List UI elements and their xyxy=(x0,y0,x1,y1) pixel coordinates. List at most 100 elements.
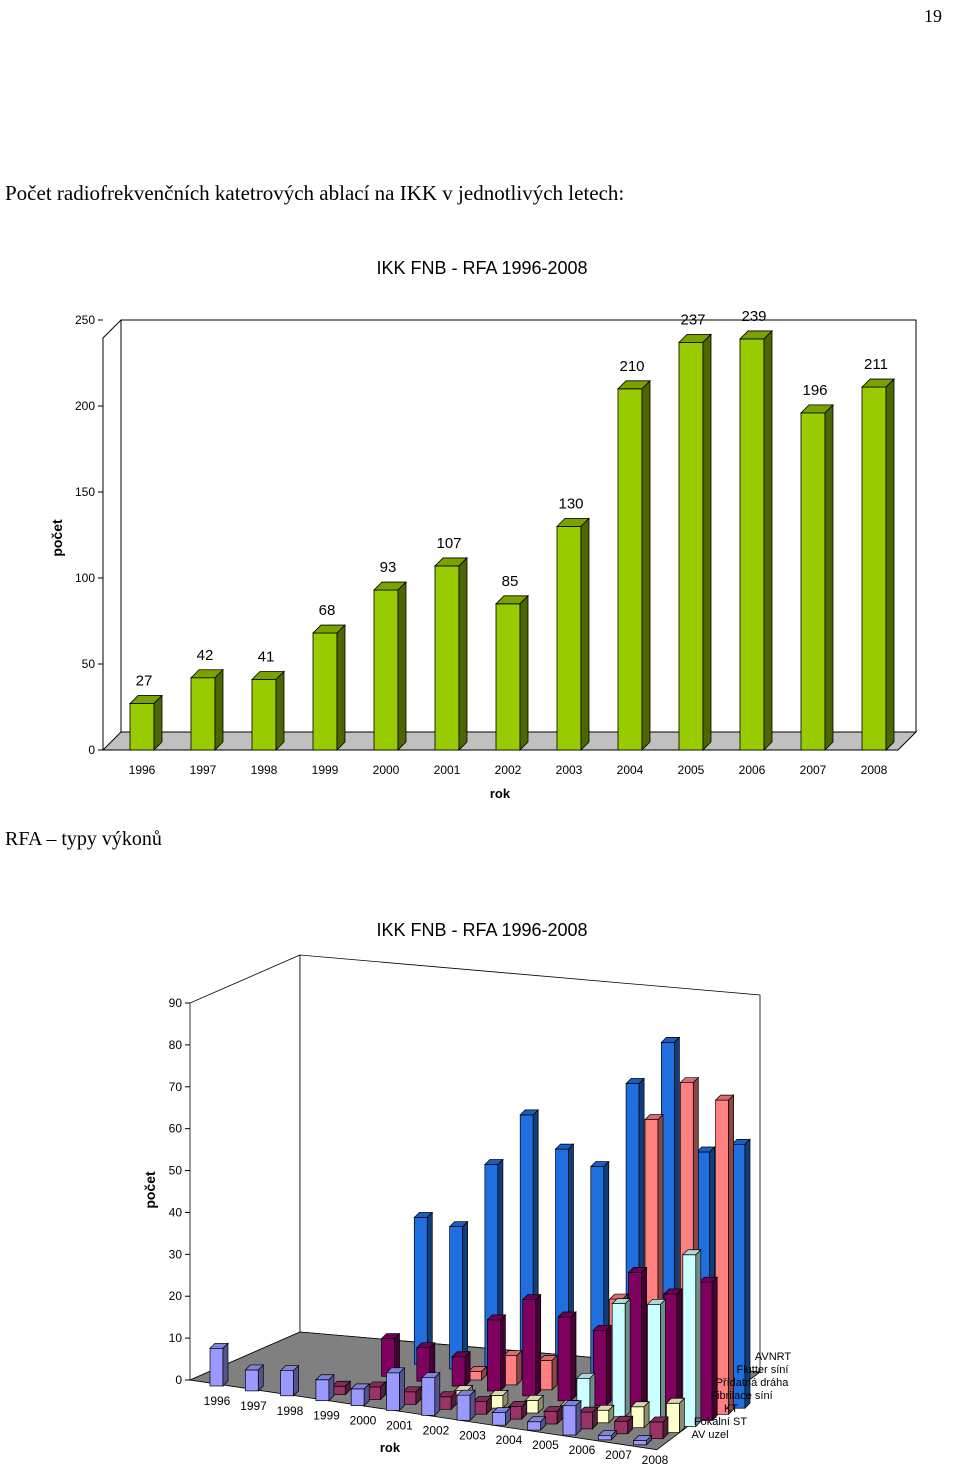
chart2-bar-side xyxy=(293,1364,299,1397)
chart2-bar xyxy=(543,1405,563,1425)
chart2-x-tick-label: 2005 xyxy=(532,1438,559,1452)
chart1-bar-front xyxy=(190,677,216,751)
chart1-data-label: 85 xyxy=(502,573,519,590)
chart2-bar-side xyxy=(695,1248,702,1428)
chart2-bar xyxy=(451,1350,471,1387)
chart2-bar xyxy=(437,1390,458,1411)
chart2-bar xyxy=(486,1313,507,1392)
chart1-title: IKK FNB - RFA 1996-2008 xyxy=(376,258,587,278)
chart1-data-label: 130 xyxy=(558,495,583,512)
chart2-bar xyxy=(649,1416,669,1440)
chart1-data-label: 239 xyxy=(741,308,766,325)
chart1-bar: 210 xyxy=(617,358,651,751)
chart2-bar-side xyxy=(450,1390,457,1411)
chart2-bar-side xyxy=(481,1365,487,1381)
chart2-bar-side xyxy=(711,1276,718,1422)
chart2-y-ticks: 0 10 20 30 40 50 60 70 80 90 xyxy=(169,996,190,1387)
chart1-data-label: 27 xyxy=(136,673,153,690)
chart2-bar-front xyxy=(649,1421,664,1440)
chart2-bar-front xyxy=(663,1293,678,1416)
chart2-bar xyxy=(366,1381,387,1401)
chart2-legend-label: Fibrilace síní xyxy=(710,1390,772,1402)
chart1-bars: 27 42 41 68 93 107 85 130 210 237 239 196 211 xyxy=(129,308,895,751)
chart2-bar-side xyxy=(540,1415,547,1431)
chart2-bar xyxy=(315,1373,335,1402)
chart2-bar-front xyxy=(611,1303,626,1418)
chart2-bar xyxy=(632,1434,653,1446)
chart1-x-tick-label: 2002 xyxy=(495,763,522,777)
chart2-bar-side xyxy=(662,1416,669,1440)
chart1-bar-front xyxy=(373,589,399,751)
chart2-bar xyxy=(279,1364,300,1397)
chart1-bar-front xyxy=(617,388,643,751)
chart2-bar-side xyxy=(426,1211,433,1365)
chart1-bar-side xyxy=(824,403,834,751)
chart1-bar-front xyxy=(251,679,277,751)
chart1-bar: 85 xyxy=(495,573,529,751)
chart2-bar xyxy=(613,1415,634,1435)
chart2-y-axis-label: počet xyxy=(142,1171,158,1209)
chart2-bar-side xyxy=(486,1395,492,1416)
chart2-y-tick-label: 80 xyxy=(169,1038,183,1052)
chart2-bar-side xyxy=(363,1382,370,1407)
chart1-bar-side xyxy=(336,624,346,751)
chart2-bar-side xyxy=(257,1364,264,1392)
chart2-bar xyxy=(502,1349,523,1386)
chart2-y-tick-label: 20 xyxy=(169,1289,183,1303)
chart2-bar-front xyxy=(597,1435,612,1441)
chart2-bar-side xyxy=(535,1293,542,1397)
chart2-x-tick-label: 2004 xyxy=(496,1433,523,1447)
chart1-x-tick-label: 1997 xyxy=(190,763,217,777)
chart2-bar-front xyxy=(492,1412,506,1426)
chart1-bar: 211 xyxy=(861,356,895,751)
chart2-bar-front xyxy=(562,1405,577,1436)
chart2-legend-label: AV uzel xyxy=(691,1429,728,1441)
chart2-bar-side xyxy=(627,1415,634,1435)
chart2-bar-side xyxy=(641,1266,647,1412)
chart2-bar xyxy=(592,1324,613,1407)
chart2-bar-front xyxy=(449,1226,463,1370)
chart2-legend-label: AVNRT xyxy=(755,1351,792,1363)
chart1-bar-side xyxy=(214,668,224,751)
chart2-bar-front xyxy=(647,1303,661,1422)
chart1-x-tick-label: 2003 xyxy=(556,763,583,777)
chart1-bar-front xyxy=(678,341,704,751)
chart2-bar-side xyxy=(556,1405,563,1425)
chart2-bar xyxy=(402,1385,422,1406)
chart2-bar-front xyxy=(209,1347,224,1387)
chart1-bar-side xyxy=(885,378,895,751)
page-heading: Počet radiofrekvenčních katetrových abla… xyxy=(5,181,625,205)
chart2-bar-front xyxy=(437,1396,452,1410)
chart1-y-tick-label: 200 xyxy=(75,399,95,413)
chart2-legend-label: Přídatná dráha xyxy=(716,1377,790,1389)
chart1-x-tick-label: 1998 xyxy=(251,763,278,777)
chart1-x-tick-label: 1996 xyxy=(129,763,156,777)
chart1-bar-side xyxy=(519,594,529,751)
chart2-bar xyxy=(630,1400,650,1429)
chart1-data-label: 210 xyxy=(619,358,644,375)
chart2-bar-front xyxy=(524,1400,539,1414)
chart1-data-label: 68 xyxy=(319,602,336,619)
chart2-bar xyxy=(413,1211,434,1365)
chart2-bar-front xyxy=(633,1440,647,1446)
chart1-y-tick-label: 250 xyxy=(75,313,95,327)
chart1-x-tick-label: 2004 xyxy=(617,763,644,777)
chart1-x-ticks: 1996 1997 1998 1999 2000 2001 2002 2003 2004 2005… xyxy=(129,763,888,777)
chart1-y-axis-label: počet xyxy=(49,519,65,557)
chart2-bar-side xyxy=(415,1385,422,1406)
chart1-bar-side xyxy=(458,556,468,751)
chart2-x-tick-label: 2000 xyxy=(350,1414,377,1428)
chart2-bar-side xyxy=(575,1399,582,1436)
chart2-bar xyxy=(524,1394,545,1414)
section-title: RFA – typy výkonů xyxy=(5,828,162,850)
chart1-bar-front xyxy=(556,525,582,751)
chart1-bar-side xyxy=(397,581,407,751)
chart2-y-tick-label: 90 xyxy=(169,996,183,1010)
chart2-bar xyxy=(611,1297,632,1418)
chart2-bar-front xyxy=(527,1421,542,1431)
chart1-data-label: 107 xyxy=(436,535,461,552)
chart2-bar-side xyxy=(605,1324,612,1407)
chart2-bar-front xyxy=(614,1420,629,1435)
chart1-bar-front xyxy=(312,632,338,751)
chart2-bar-side xyxy=(646,1434,652,1446)
